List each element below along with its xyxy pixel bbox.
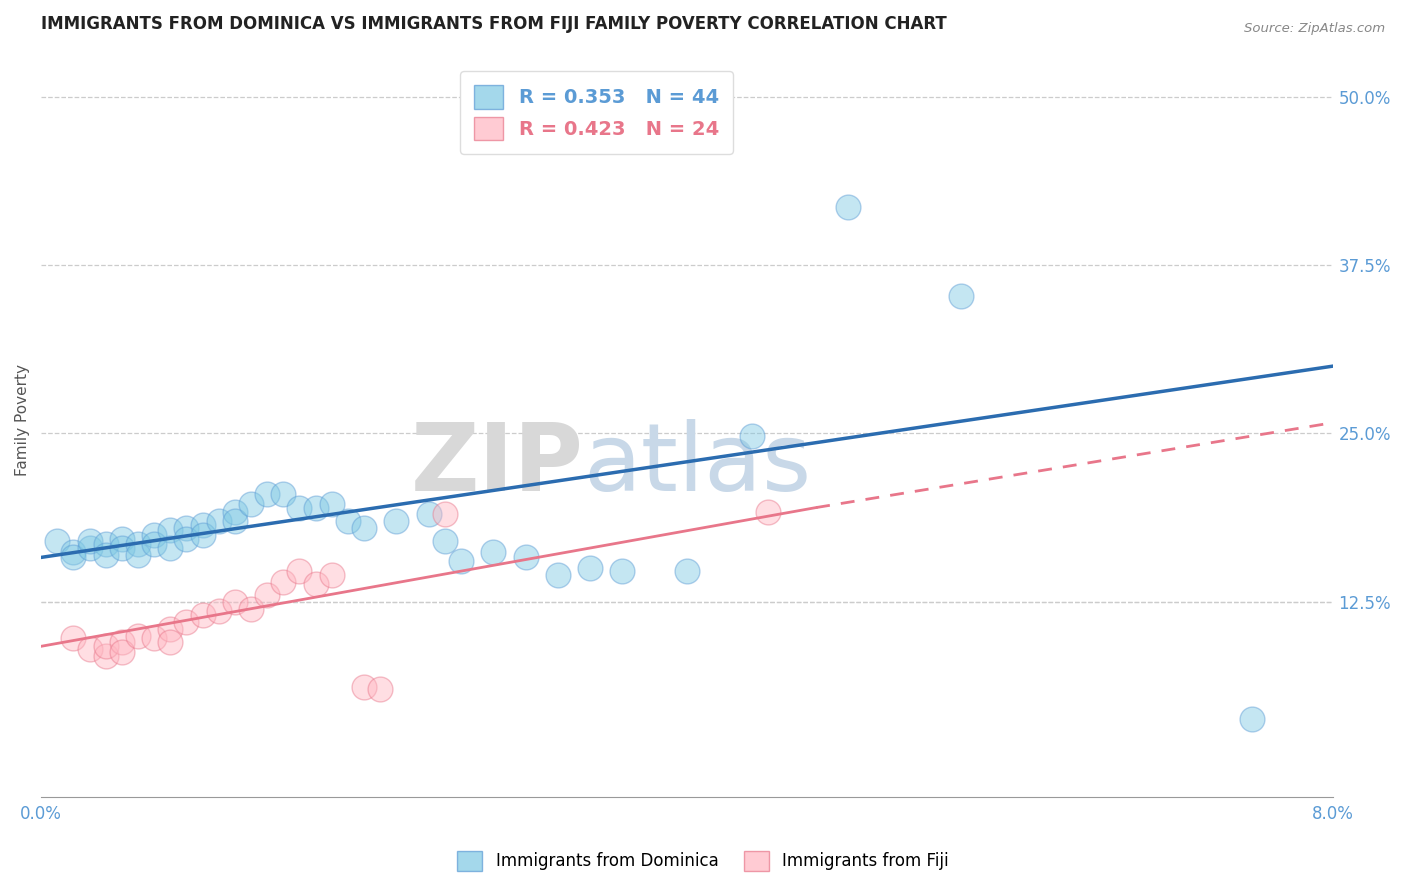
Legend: Immigrants from Dominica, Immigrants from Fiji: Immigrants from Dominica, Immigrants fro… [449,842,957,880]
Point [433,508,456,522]
Point [676,564,699,578]
Y-axis label: Family Poverty: Family Poverty [15,364,30,476]
Point [353,521,375,535]
Point [159,524,181,538]
Point [336,514,359,528]
Point [191,608,214,623]
Point [191,527,214,541]
Text: Source: ZipAtlas.com: Source: ZipAtlas.com [1244,22,1385,36]
Point [79,541,101,555]
Point [271,574,294,589]
Point [224,595,246,609]
Point [143,631,166,645]
Point [111,635,134,649]
Point [256,487,278,501]
Point [482,545,505,559]
Point [94,648,117,663]
Point [143,527,166,541]
Point [62,545,84,559]
Point [756,505,779,519]
Point [288,564,311,578]
Point [353,680,375,694]
Point [385,514,408,528]
Point [191,518,214,533]
Point [94,537,117,551]
Point [418,508,440,522]
Point [288,500,311,515]
Text: ZIP: ZIP [411,419,583,511]
Point [240,601,263,615]
Point [143,537,166,551]
Point [304,500,326,515]
Text: IMMIGRANTS FROM DOMINICA VS IMMIGRANTS FROM FIJI FAMILY POVERTY CORRELATION CHAR: IMMIGRANTS FROM DOMINICA VS IMMIGRANTS F… [41,15,946,33]
Point [46,534,69,549]
Point [256,588,278,602]
Point [127,548,149,562]
Point [321,496,343,510]
Point [159,635,181,649]
Point [159,541,181,555]
Text: atlas: atlas [583,419,811,511]
Point [176,521,198,535]
Point [94,640,117,654]
Point [450,554,472,568]
Point [224,505,246,519]
Point [240,496,263,510]
Point [547,568,569,582]
Point [950,289,973,303]
Point [321,568,343,582]
Point [271,487,294,501]
Point [837,200,859,214]
Point [111,532,134,546]
Point [515,550,537,565]
Point [111,645,134,659]
Point [127,628,149,642]
Point [208,604,231,618]
Point [433,534,456,549]
Point [159,622,181,636]
Point [1241,712,1264,726]
Point [62,631,84,645]
Point [612,564,634,578]
Point [224,514,246,528]
Point [94,548,117,562]
Point [304,577,326,591]
Point [79,642,101,657]
Point [79,534,101,549]
Point [176,532,198,546]
Point [579,561,602,575]
Point [176,615,198,629]
Point [111,541,134,555]
Legend: R = 0.353   N = 44, R = 0.423   N = 24: R = 0.353 N = 44, R = 0.423 N = 24 [460,71,733,154]
Point [127,537,149,551]
Point [62,550,84,565]
Point [368,682,391,697]
Point [208,514,231,528]
Point [741,429,763,443]
